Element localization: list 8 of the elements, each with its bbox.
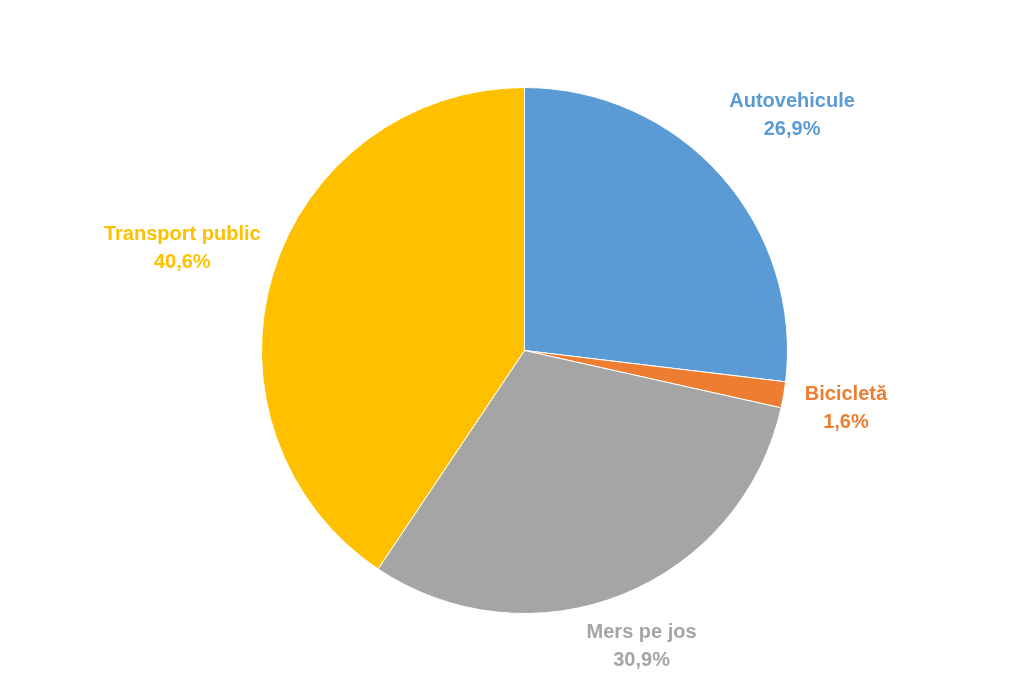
slice-label: Bicicletă bbox=[804, 381, 888, 404]
slice-label: Autovehicule bbox=[729, 89, 855, 112]
slice-label: Transport public bbox=[103, 222, 261, 245]
data-label: 30,9% bbox=[613, 647, 671, 670]
slice-label: Mers pe jos bbox=[586, 619, 697, 642]
data-label: 1,6% bbox=[823, 409, 869, 432]
data-label: 26,9% bbox=[763, 117, 821, 140]
data-label: 40,6% bbox=[153, 250, 211, 273]
